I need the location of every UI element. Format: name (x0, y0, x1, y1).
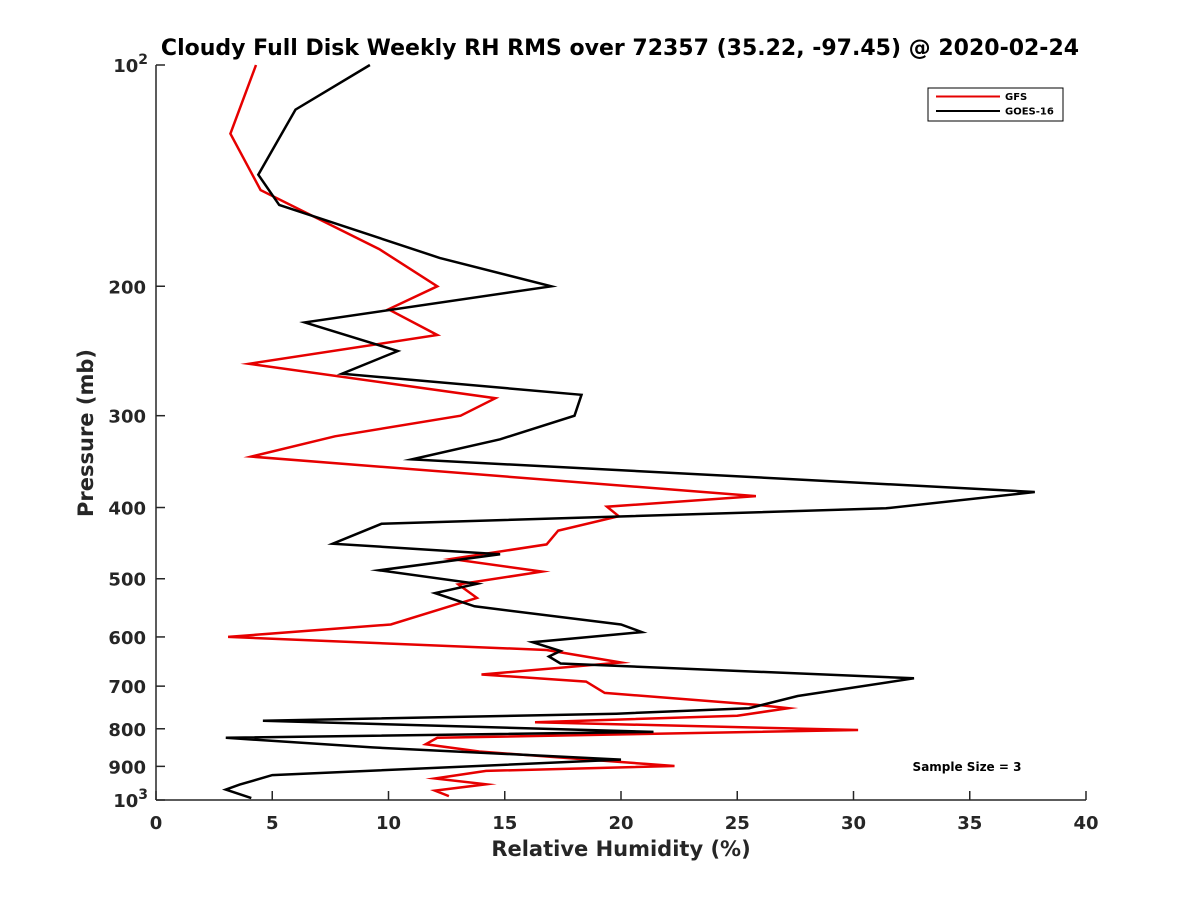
y-tick-label: 103 (113, 787, 148, 812)
x-tick-label: 15 (492, 813, 517, 834)
plot-area (221, 63, 1035, 800)
x-tick-label: 30 (841, 813, 866, 834)
x-ticks: 0 5 10 15 20 25 30 35 40 (150, 791, 1099, 834)
x-tick-label: 5 (266, 813, 279, 834)
y-tick-label: 400 (108, 499, 146, 520)
x-axis-label: Relative Humidity (%) (491, 837, 750, 861)
x-tick-label: 10 (376, 813, 401, 834)
x-tick-label: 25 (725, 813, 750, 834)
x-tick-label: 20 (608, 813, 633, 834)
y-tick-label: 300 (108, 407, 146, 428)
legend-box (927, 87, 1064, 122)
series-line-gfs (228, 64, 859, 798)
x-tick-label: 0 (150, 813, 163, 834)
y-tick-label: 200 (108, 277, 146, 298)
y-tick-label: 102 (113, 52, 148, 77)
y-tick-label: 800 (108, 720, 146, 741)
y-ticks: 102 200 300 400 500 600 700 800 900 103 (108, 52, 165, 812)
chart-title: Cloudy Full Disk Weekly RH RMS over 7235… (161, 36, 1079, 61)
legend: GFS GOES-16 (927, 87, 1064, 122)
legend-label-goes16: GOES-16 (1005, 107, 1054, 118)
x-tick-label: 35 (957, 813, 982, 834)
x-tick-label: 40 (1073, 813, 1098, 834)
y-tick-label: 500 (108, 570, 146, 591)
y-tick-label: 900 (108, 757, 146, 778)
y-axis-label: Pressure (mb) (74, 349, 98, 517)
y-tick-label: 600 (108, 628, 146, 649)
series-line-goes16 (221, 63, 1035, 800)
sample-size-annotation: Sample Size = 3 (913, 760, 1022, 774)
legend-label-gfs: GFS (1005, 92, 1027, 103)
y-tick-label: 700 (108, 677, 146, 698)
